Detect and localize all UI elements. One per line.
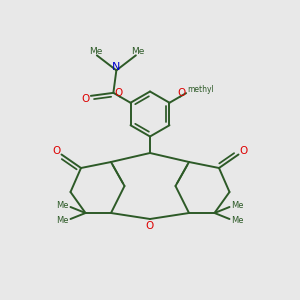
Text: O: O (81, 94, 90, 104)
Text: O: O (240, 146, 248, 156)
Text: methyl: methyl (187, 85, 214, 94)
Text: Me: Me (231, 216, 244, 225)
Text: Me: Me (89, 47, 102, 56)
Text: N: N (112, 62, 121, 72)
Text: Me: Me (56, 216, 69, 225)
Text: Me: Me (131, 47, 144, 56)
Text: O: O (146, 220, 154, 231)
Text: O: O (52, 146, 60, 156)
Text: Me: Me (56, 201, 69, 210)
Text: O: O (178, 88, 186, 98)
Text: Me: Me (231, 201, 244, 210)
Text: O: O (114, 88, 122, 98)
